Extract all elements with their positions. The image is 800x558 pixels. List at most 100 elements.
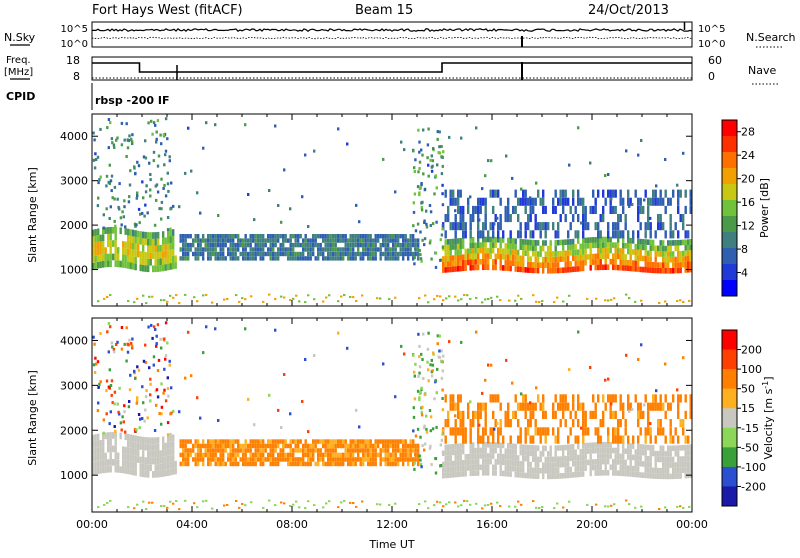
range-gate-cell <box>484 298 487 301</box>
range-gate-cell <box>622 410 625 419</box>
range-gate-cell <box>592 253 595 260</box>
range-gate-cell <box>132 468 135 476</box>
range-gate-cell <box>462 254 465 260</box>
range-gate-cell <box>619 189 622 198</box>
range-gate-cell <box>197 461 200 467</box>
range-gate-cell <box>487 236 490 243</box>
range-gate-cell <box>682 222 685 231</box>
range-gate-cell <box>257 439 260 444</box>
range-gate-cell <box>167 230 170 237</box>
y-tick-label: 4000 <box>60 334 88 347</box>
range-gate-cell <box>492 410 495 419</box>
range-gate-cell <box>139 237 142 245</box>
range-gate-cell <box>139 463 142 471</box>
range-gate-cell <box>361 294 364 297</box>
range-gate-cell <box>192 443 195 449</box>
range-gate-cell <box>287 452 290 458</box>
range-gate-cell <box>674 240 677 246</box>
range-gate-cell <box>207 234 210 239</box>
range-gate-cell <box>169 500 172 503</box>
range-gate-cell <box>477 410 480 419</box>
range-gate-cell <box>142 196 145 200</box>
range-gate-cell <box>644 472 647 479</box>
range-gate-cell <box>352 296 355 299</box>
range-gate-cell <box>404 234 407 239</box>
range-gate-cell <box>652 467 655 474</box>
range-gate-cell <box>679 256 682 263</box>
range-gate-cell <box>484 402 487 411</box>
range-gate-cell <box>417 128 420 132</box>
range-gate-cell <box>559 267 562 274</box>
range-gate-cell <box>139 417 142 421</box>
range-gate-cell <box>672 445 675 451</box>
range-gate-cell <box>222 238 225 243</box>
range-gate-cell <box>259 238 262 243</box>
range-gate-cell <box>649 422 652 425</box>
range-gate-cell <box>597 230 600 239</box>
range-gate-cell <box>562 189 565 198</box>
range-gate-cell <box>519 230 522 239</box>
range-gate-cell <box>420 259 423 263</box>
range-gate-cell <box>682 256 685 262</box>
range-gate-cell <box>677 456 680 463</box>
range-gate-cell <box>416 185 420 189</box>
range-gate-cell <box>307 294 310 297</box>
range-gate-cell <box>334 452 337 458</box>
range-gate-cell <box>349 238 352 243</box>
range-gate-cell <box>627 237 630 244</box>
range-gate-cell <box>438 130 441 134</box>
range-gate-cell <box>522 450 525 456</box>
range-gate-cell <box>107 118 111 121</box>
range-gate-cell <box>595 297 598 300</box>
range-gate-cell <box>242 457 245 462</box>
range-gate-cell <box>520 297 523 300</box>
range-gate-cell <box>262 448 265 453</box>
range-gate-cell <box>524 455 527 462</box>
range-gate-cell <box>106 126 109 130</box>
range-gate-cell <box>672 435 675 444</box>
range-gate-cell <box>532 294 535 297</box>
x-tick-label: 20:00 <box>576 518 608 531</box>
range-gate-cell <box>128 338 131 342</box>
range-gate-cell <box>469 253 472 260</box>
range-gate-cell <box>133 222 137 226</box>
range-gate-cell <box>592 448 595 454</box>
range-gate-cell <box>279 234 282 239</box>
range-gate-cell <box>457 410 460 419</box>
range-gate-cell <box>436 137 439 141</box>
range-gate-cell <box>484 427 487 436</box>
range-gate-cell <box>542 262 545 268</box>
range-gate-cell <box>274 242 277 248</box>
range-gate-cell <box>634 394 637 403</box>
range-gate-cell <box>322 247 325 252</box>
range-gate-cell <box>155 130 158 134</box>
range-gate-cell <box>113 146 116 149</box>
range-gate-cell <box>423 237 427 241</box>
range-gate-cell <box>111 196 114 200</box>
range-gate-cell <box>579 471 582 477</box>
range-gate-cell <box>679 456 682 462</box>
range-gate-cell <box>445 503 448 506</box>
range-gate-cell <box>392 238 395 243</box>
range-gate-cell <box>120 428 123 432</box>
range-gate-cell <box>157 437 160 444</box>
range-gate-cell <box>534 419 537 428</box>
range-gate-cell <box>369 251 372 257</box>
range-gate-cell <box>361 500 364 503</box>
range-gate-cell <box>209 234 212 239</box>
range-gate-cell <box>304 461 307 467</box>
range-gate-cell <box>582 237 585 244</box>
range-gate-cell <box>689 444 692 450</box>
range-gate-cell <box>587 459 590 466</box>
range-gate-cell <box>489 447 492 454</box>
range-gate-cell <box>509 254 512 261</box>
range-gate-cell <box>284 457 287 462</box>
range-gate-cell <box>462 214 465 223</box>
range-gate-cell <box>679 214 682 223</box>
range-gate-cell <box>529 461 532 468</box>
range-gate-cell <box>499 299 502 302</box>
range-gate-cell <box>114 445 117 453</box>
range-gate-cell <box>425 209 428 213</box>
range-gate-cell <box>604 253 607 259</box>
range-gate-cell <box>479 259 482 265</box>
